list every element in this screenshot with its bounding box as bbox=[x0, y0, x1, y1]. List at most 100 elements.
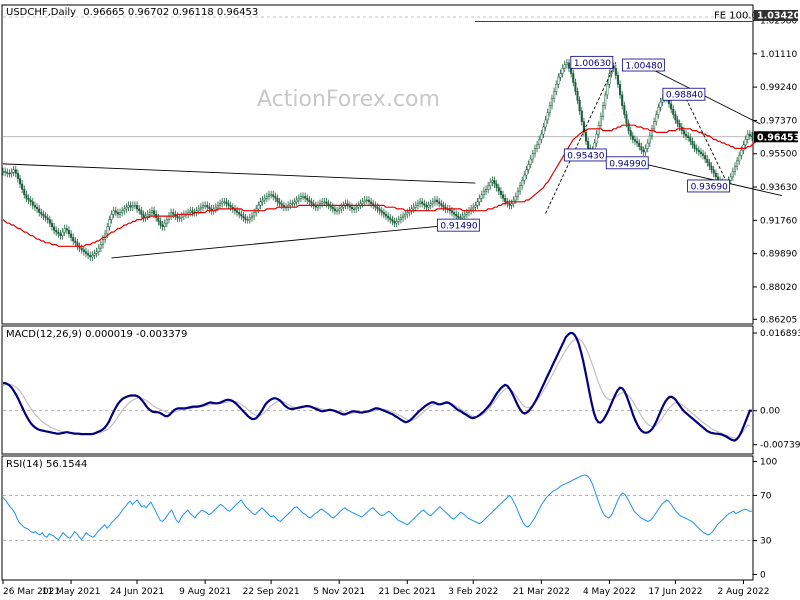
candle-body bbox=[580, 110, 583, 122]
candle-body bbox=[63, 228, 66, 233]
price-axis-tick-label: 0.93630 bbox=[760, 183, 797, 193]
trendline bbox=[639, 162, 782, 197]
candle-body bbox=[536, 144, 539, 149]
candle-body bbox=[23, 189, 26, 195]
candle-body bbox=[563, 64, 566, 69]
candle-body bbox=[538, 139, 541, 146]
candle-body bbox=[10, 171, 13, 174]
candle-body bbox=[691, 141, 694, 146]
candle-body bbox=[499, 190, 502, 195]
annotation-box bbox=[621, 58, 665, 72]
candle-body bbox=[33, 205, 36, 208]
candle-body bbox=[378, 208, 381, 211]
candle-body bbox=[548, 105, 551, 114]
macd-pane-title: MACD(12,26,9) 0.000019 -0.003379 bbox=[6, 329, 187, 340]
x-axis-label: 11 May 2021 bbox=[42, 587, 101, 597]
candle-body bbox=[140, 210, 143, 215]
candle-body bbox=[204, 205, 207, 207]
candle-body bbox=[295, 199, 298, 203]
candle-body bbox=[714, 173, 717, 178]
candle-body bbox=[125, 206, 128, 210]
candle-body bbox=[55, 230, 58, 233]
annotation-label: 0.94990 bbox=[609, 159, 646, 169]
rsi-line bbox=[2, 474, 752, 541]
candle-body bbox=[93, 253, 96, 256]
candle-body bbox=[438, 201, 441, 204]
candle-body bbox=[623, 105, 626, 115]
symbol-title: USDCHF,Daily bbox=[6, 7, 76, 18]
candle-body bbox=[87, 253, 90, 256]
candle-body bbox=[710, 165, 713, 171]
candle-body bbox=[497, 187, 500, 192]
top-price-tag bbox=[754, 10, 798, 21]
candle-body bbox=[582, 121, 585, 133]
candle-body bbox=[280, 203, 283, 206]
candle-body bbox=[542, 126, 545, 135]
candle-body bbox=[431, 201, 434, 204]
candle-body bbox=[136, 205, 139, 210]
candle-body bbox=[399, 217, 402, 220]
x-axis-label: 21 Dec 2021 bbox=[379, 587, 437, 597]
candle-body bbox=[501, 194, 505, 199]
candle-body bbox=[129, 205, 132, 208]
candle-body bbox=[180, 215, 183, 219]
candle-body bbox=[614, 67, 617, 76]
candle-body bbox=[29, 199, 32, 203]
candle-body bbox=[606, 84, 609, 96]
candle-body bbox=[412, 206, 415, 210]
candle-body bbox=[250, 215, 254, 219]
macd-pane: 0.016893 0.00 -0.007393 bbox=[2, 329, 800, 451]
candle-body bbox=[299, 196, 302, 199]
candle-body bbox=[736, 160, 739, 167]
candle-body bbox=[178, 217, 181, 219]
candle-body bbox=[84, 251, 88, 254]
candle-body bbox=[595, 133, 598, 144]
candle-body bbox=[189, 210, 192, 213]
candle-body bbox=[427, 205, 430, 208]
candle-body bbox=[557, 76, 560, 85]
candle-body bbox=[229, 205, 232, 208]
candle-body bbox=[272, 194, 275, 197]
fe-level-label: FE 100.0 bbox=[714, 11, 758, 22]
candle-body bbox=[565, 62, 568, 65]
candle-body bbox=[406, 212, 409, 215]
candle-body bbox=[389, 217, 392, 220]
candle-body bbox=[459, 217, 462, 219]
candle-body bbox=[482, 190, 485, 195]
macd-axis-tick-label: 0.016893 bbox=[760, 329, 800, 339]
candle-body bbox=[163, 222, 166, 228]
x-axis-label: 2 Aug 2022 bbox=[718, 587, 770, 597]
candle-body bbox=[370, 201, 373, 204]
annotation-box bbox=[436, 218, 480, 232]
candle-body bbox=[242, 215, 245, 219]
candle-body bbox=[559, 73, 562, 78]
macd-main-line bbox=[3, 331, 752, 442]
candle-body bbox=[380, 210, 383, 213]
candle-body bbox=[123, 208, 126, 211]
candle-body bbox=[121, 210, 124, 213]
candle-body bbox=[214, 206, 217, 210]
candle-body bbox=[340, 206, 343, 210]
price-axis-tick-label: 0.99240 bbox=[760, 83, 797, 93]
candle-body bbox=[265, 196, 268, 199]
price-pane-title: USDCHF,Daily 0.96665 0.96702 0.96118 0.9… bbox=[6, 7, 258, 18]
candle-body bbox=[221, 201, 224, 204]
candle-body bbox=[310, 201, 313, 204]
candle-body bbox=[44, 215, 47, 219]
candle-body bbox=[38, 208, 41, 213]
candle-body bbox=[608, 73, 611, 85]
candle-body bbox=[114, 210, 117, 213]
candle-body bbox=[227, 203, 230, 206]
candle-body bbox=[746, 133, 749, 140]
candle-body bbox=[206, 205, 209, 208]
rsi-pane-title: RSI(14) 56.1544 bbox=[6, 459, 87, 470]
candle-body bbox=[544, 119, 547, 128]
candle-body bbox=[297, 198, 300, 201]
candle-body bbox=[597, 124, 600, 135]
annotation-label: 1.00630 bbox=[574, 59, 611, 69]
candle-body bbox=[131, 205, 134, 208]
price-axis-tick-label: 0.95500 bbox=[760, 150, 797, 160]
candle-body bbox=[101, 238, 105, 245]
candle-body bbox=[27, 198, 30, 201]
